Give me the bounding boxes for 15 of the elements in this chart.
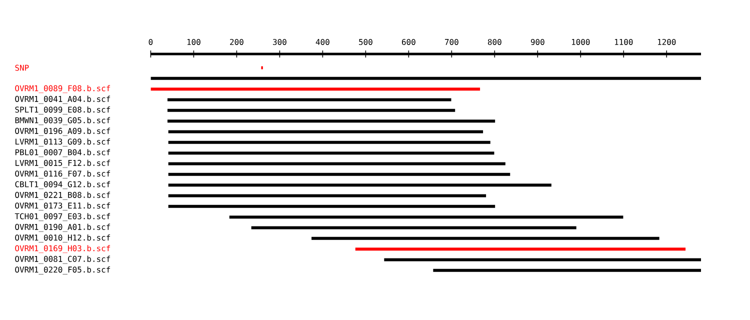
bar <box>311 236 660 240</box>
bar <box>150 76 702 80</box>
bar <box>229 216 624 219</box>
bar <box>168 184 552 187</box>
bar <box>167 108 456 112</box>
bar <box>251 226 576 230</box>
bar <box>355 248 686 251</box>
bar <box>150 88 480 91</box>
bar <box>168 140 490 144</box>
bar <box>168 204 496 208</box>
bar <box>167 120 496 123</box>
bar <box>433 268 702 272</box>
bar <box>168 152 494 155</box>
bar <box>168 172 510 176</box>
bar <box>384 258 702 262</box>
